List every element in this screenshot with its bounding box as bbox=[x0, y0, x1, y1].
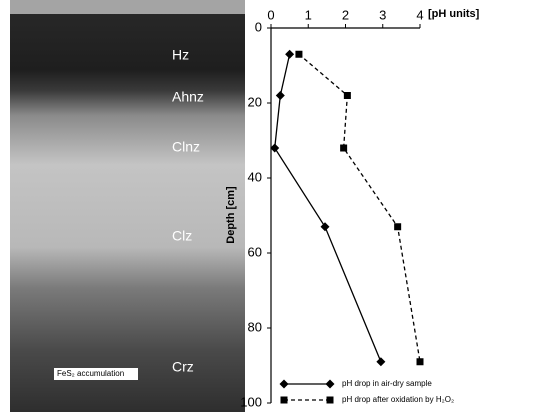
series-line bbox=[299, 54, 420, 362]
data-point bbox=[376, 357, 385, 366]
legend-label: pH drop after oxidation by H₂O₂ bbox=[342, 395, 454, 404]
data-point bbox=[285, 50, 294, 59]
x-tick-label: 4 bbox=[416, 7, 423, 22]
data-point bbox=[276, 91, 285, 100]
data-point bbox=[321, 222, 330, 231]
legend-marker bbox=[327, 397, 334, 404]
horizon-label: Crz bbox=[172, 359, 194, 375]
legend-marker bbox=[281, 397, 288, 404]
x-tick-label: 1 bbox=[305, 7, 312, 22]
y-tick-label: 60 bbox=[248, 244, 262, 259]
legend-label: pH drop in air-dry sample bbox=[342, 379, 432, 388]
horizon-label: Clnz bbox=[172, 139, 200, 155]
y-tick-label: 20 bbox=[248, 94, 262, 109]
y-tick-label: 100 bbox=[240, 394, 262, 409]
note: FeS₂ accumulation bbox=[57, 369, 124, 378]
soil-photo bbox=[10, 0, 245, 412]
data-point bbox=[295, 51, 302, 58]
data-point bbox=[340, 145, 347, 152]
x-tick-label: 3 bbox=[379, 7, 386, 22]
y-axis-label: Depth [cm] bbox=[225, 186, 237, 244]
horizon-label: Ahnz bbox=[172, 89, 204, 105]
x-axis-label: [pH units] bbox=[428, 8, 480, 20]
x-tick-label: 0 bbox=[267, 7, 274, 22]
y-tick-label: 80 bbox=[248, 319, 262, 334]
x-tick-label: 2 bbox=[342, 7, 349, 22]
series-line bbox=[275, 54, 381, 362]
data-point bbox=[394, 223, 401, 230]
legend-marker bbox=[326, 380, 335, 389]
horizon-label: Hz bbox=[172, 47, 189, 63]
y-tick-label: 40 bbox=[248, 169, 262, 184]
figure: Hz Ahnz Clnz Clz Crz FeS₂ accumulation [… bbox=[0, 0, 540, 412]
data-point bbox=[344, 92, 351, 99]
legend-marker bbox=[280, 380, 289, 389]
horizon-label: Clz bbox=[172, 228, 192, 244]
data-point bbox=[417, 358, 424, 365]
y-tick-label: 0 bbox=[255, 19, 262, 34]
surface-litter bbox=[10, 0, 245, 14]
